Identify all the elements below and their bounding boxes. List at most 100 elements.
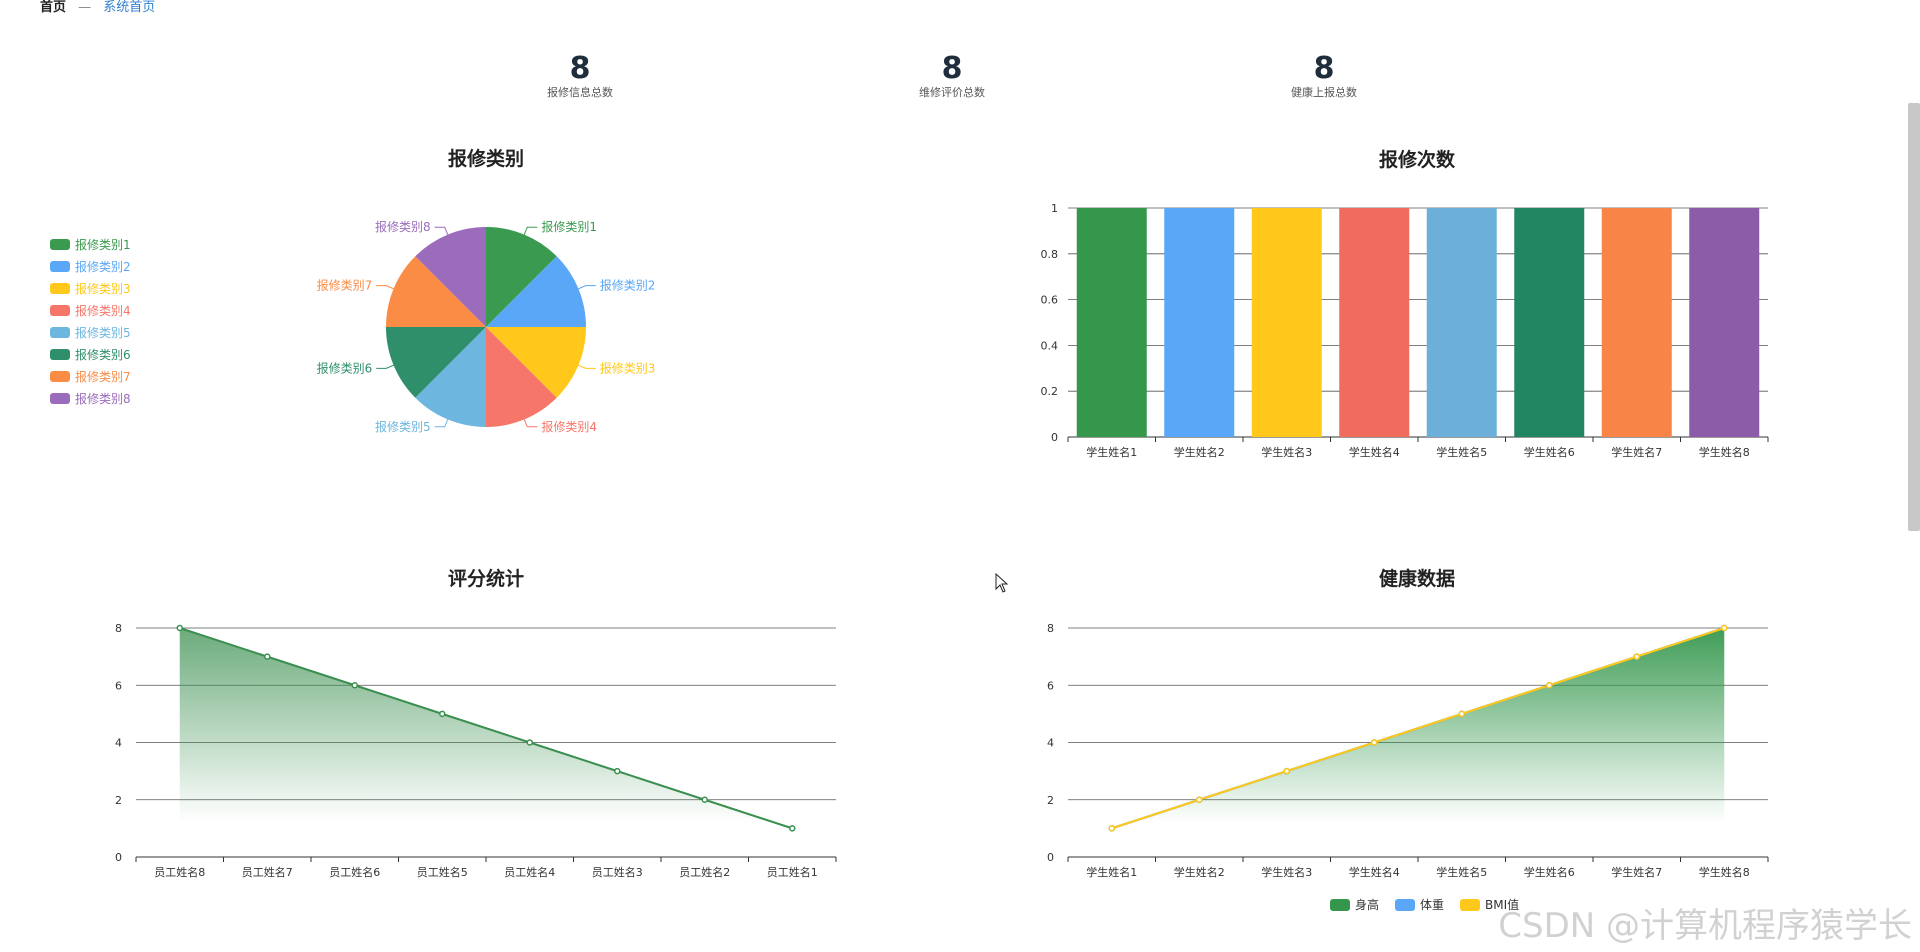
y-tick-label: 0 bbox=[115, 851, 122, 864]
x-tick-label: 员工姓名3 bbox=[592, 865, 643, 879]
series-line[interactable] bbox=[1111, 627, 1725, 830]
y-tick-label: 0.4 bbox=[1041, 339, 1059, 352]
pie-slice-label: 报修类别3 bbox=[600, 360, 656, 375]
stat-value: 8 bbox=[1313, 51, 1335, 86]
area-fill bbox=[179, 628, 793, 857]
data-point[interactable] bbox=[1283, 767, 1290, 775]
data-point[interactable] bbox=[1721, 624, 1728, 632]
pie-slice[interactable] bbox=[486, 327, 586, 398]
pie-chart: 报修类别1 报修类别2 报修类别3 报修类别4 报修类别5 报修类别6 报修类别7 报修类别8… bbox=[50, 219, 656, 434]
legend-swatch[interactable] bbox=[1330, 899, 1350, 911]
y-tick-label: 6 bbox=[1047, 679, 1054, 692]
pie-slice-label: 报修类别8 bbox=[375, 219, 431, 234]
pie-slice[interactable] bbox=[386, 327, 486, 398]
bar[interactable] bbox=[1514, 208, 1585, 437]
legend-label[interactable]: 报修类别2 bbox=[75, 259, 131, 274]
data-point[interactable] bbox=[1371, 739, 1378, 746]
y-tick-label: 0.2 bbox=[1041, 385, 1059, 398]
legend-swatch[interactable] bbox=[50, 371, 70, 382]
breadcrumb-home[interactable]: 首页 bbox=[40, 0, 67, 15]
pie-slice[interactable] bbox=[486, 327, 557, 427]
legend-swatch[interactable] bbox=[50, 283, 70, 294]
data-point[interactable] bbox=[439, 710, 446, 718]
data-point[interactable] bbox=[1633, 653, 1640, 660]
data-point[interactable] bbox=[526, 739, 533, 746]
y-tick-label: 0 bbox=[1051, 431, 1058, 444]
x-tick-label: 学生姓名3 bbox=[1261, 445, 1312, 459]
data-point[interactable] bbox=[1458, 710, 1465, 718]
bar[interactable] bbox=[1251, 208, 1322, 437]
scrollbar-thumb[interactable] bbox=[1908, 103, 1920, 531]
data-point[interactable] bbox=[351, 682, 358, 689]
legend-label[interactable]: 报修类别3 bbox=[75, 281, 131, 296]
pie-label-line bbox=[523, 419, 538, 428]
bar-chart: 0 0.2 0.4 0.6 0.8 1 学生姓名1 学生姓名2 学生姓名3 学生姓名4 学生姓名5 学… bbox=[1041, 202, 1769, 459]
legend-swatch[interactable] bbox=[50, 393, 70, 404]
data-point[interactable] bbox=[1108, 825, 1115, 832]
data-point[interactable] bbox=[701, 796, 708, 803]
legend-swatch[interactable] bbox=[50, 239, 70, 250]
breadcrumb: 首页 — 系统首页 bbox=[40, 0, 155, 15]
legend-label[interactable]: 报修类别6 bbox=[75, 347, 131, 362]
legend-label[interactable]: 报修类别8 bbox=[75, 391, 131, 406]
bar[interactable] bbox=[1339, 208, 1410, 437]
stat-value: 8 bbox=[941, 51, 963, 86]
pie-label-line bbox=[578, 285, 596, 290]
pie-slice[interactable] bbox=[486, 227, 557, 327]
legend-swatch[interactable] bbox=[50, 349, 70, 360]
bar[interactable] bbox=[1076, 208, 1147, 437]
y-tick-label: 0 bbox=[1047, 851, 1054, 864]
x-tick-label: 学生姓名6 bbox=[1524, 445, 1575, 459]
data-point[interactable] bbox=[614, 767, 621, 775]
series-line[interactable] bbox=[179, 627, 793, 830]
legend-label[interactable]: 报修类别1 bbox=[75, 237, 131, 252]
x-tick-label: 学生姓名5 bbox=[1436, 865, 1487, 879]
x-tick-label: 员工姓名4 bbox=[504, 865, 555, 879]
data-point[interactable] bbox=[176, 624, 183, 632]
y-tick-label: 4 bbox=[115, 737, 122, 750]
x-tick-label: 员工姓名8 bbox=[154, 865, 205, 879]
bar[interactable] bbox=[1426, 208, 1497, 437]
data-point[interactable] bbox=[789, 825, 796, 832]
stat-label: 健康上报总数 bbox=[1291, 86, 1357, 99]
pie-slice[interactable] bbox=[486, 256, 586, 327]
y-tick-label: 0.6 bbox=[1041, 294, 1059, 307]
legend-swatch[interactable] bbox=[50, 327, 70, 338]
legend-swatch[interactable] bbox=[50, 305, 70, 316]
bar-chart-title: 报修次数 bbox=[1378, 149, 1455, 171]
y-tick-label: 1 bbox=[1051, 202, 1058, 215]
legend-label[interactable]: 体重 bbox=[1420, 898, 1444, 912]
y-tick-label: 8 bbox=[115, 622, 122, 635]
breadcrumb-current[interactable]: 系统首页 bbox=[103, 0, 156, 15]
bar[interactable] bbox=[1164, 208, 1235, 437]
data-point[interactable] bbox=[1546, 682, 1553, 689]
legend-label[interactable]: 报修类别4 bbox=[75, 303, 131, 318]
pie-slice-label: 报修类别4 bbox=[541, 419, 597, 434]
legend-swatch[interactable] bbox=[1460, 899, 1480, 911]
pie-slice[interactable] bbox=[386, 256, 486, 327]
legend-label[interactable]: 身高 bbox=[1355, 897, 1379, 912]
legend-swatch[interactable] bbox=[1395, 899, 1415, 911]
bar[interactable] bbox=[1601, 208, 1672, 437]
x-tick-label: 学生姓名8 bbox=[1699, 865, 1750, 879]
legend-label[interactable]: 报修类别7 bbox=[75, 369, 131, 384]
x-tick-label: 学生姓名5 bbox=[1436, 445, 1487, 459]
line-chart-title: 健康数据 bbox=[1378, 568, 1455, 590]
pie-label-line bbox=[523, 226, 538, 235]
y-tick-label: 8 bbox=[1047, 622, 1054, 635]
area-chart-title: 评分统计 bbox=[447, 568, 524, 590]
legend-label[interactable]: BMI值 bbox=[1485, 897, 1519, 912]
legend-swatch[interactable] bbox=[50, 261, 70, 272]
legend-label[interactable]: 报修类别5 bbox=[75, 325, 131, 340]
data-point[interactable] bbox=[264, 653, 271, 660]
pie-label-line bbox=[434, 226, 449, 235]
pie-slice[interactable] bbox=[415, 227, 486, 327]
x-tick-label: 学生姓名8 bbox=[1699, 445, 1750, 459]
pie-slice[interactable] bbox=[415, 327, 486, 427]
bar[interactable] bbox=[1689, 208, 1760, 437]
data-point[interactable] bbox=[1196, 796, 1203, 803]
pie-label-line bbox=[376, 364, 394, 369]
x-tick-label: 员工姓名6 bbox=[329, 865, 380, 879]
x-tick-label: 学生姓名3 bbox=[1261, 865, 1312, 879]
x-tick-label: 员工姓名7 bbox=[242, 865, 293, 879]
